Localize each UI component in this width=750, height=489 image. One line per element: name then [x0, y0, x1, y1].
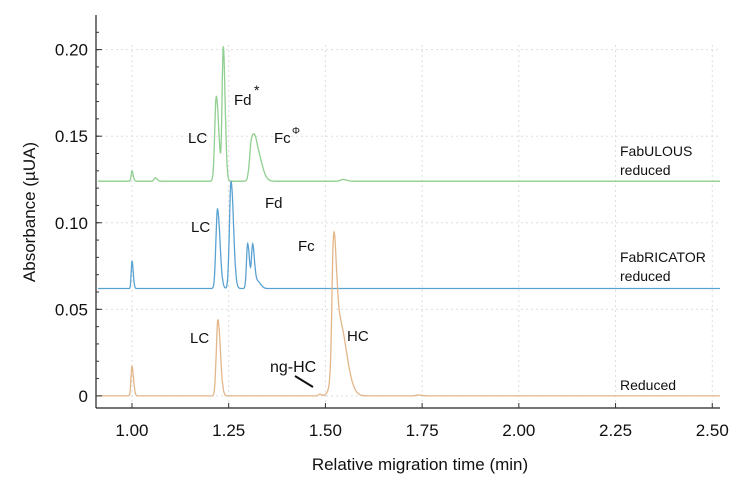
trace-label-fabricator-line1: FabRICATOR [620, 249, 706, 265]
x-tick-label: 2.00 [502, 421, 535, 440]
annotation-fabulous-fc-sup: Φ [292, 126, 300, 137]
y-tick-label: 0.10 [55, 214, 88, 233]
y-tick-label: 0.15 [55, 127, 88, 146]
annotation-fabulous-fc: Fc [274, 130, 291, 147]
x-tick-label: 1.75 [406, 421, 439, 440]
y-tick-label: 0.05 [55, 300, 88, 319]
trace-line-0 [97, 46, 720, 182]
x-tick-label: 1.50 [309, 421, 342, 440]
trace-line-2 [97, 230, 720, 397]
annotation-fabricator-lc: LC [191, 219, 210, 236]
ng-hc-pointer-line [294, 375, 314, 388]
annotation-fabricator-fc: Fc [298, 238, 315, 255]
annotation-fabulous-lc: LC [188, 130, 207, 147]
axes [95, 15, 720, 409]
x-tick-label: 2.25 [599, 421, 632, 440]
traces [97, 46, 720, 397]
annotation-fabricator-fd: Fd [265, 195, 283, 212]
annotation-fabulous-fd-sup: * [254, 82, 260, 98]
trace-label-reduced: Reduced [620, 377, 676, 393]
x-axis-label: Relative migration time (min) [312, 455, 528, 474]
trace-label-fabulous-line2: reduced [620, 162, 671, 178]
annotation-reduced-lc: LC [190, 330, 209, 347]
annotation-reduced-hc: HC [347, 328, 369, 345]
x-tick-label: 2.50 [696, 421, 729, 440]
annotation-fabulous-fd: Fd [234, 92, 252, 109]
y-axis-label: Absorbance (µUA) [20, 142, 39, 282]
annotation-reduced-ng-hc: ng-HC [270, 359, 316, 376]
x-tick-label: 1.00 [115, 421, 148, 440]
ticks: 1.00 1.25 1.50 1.75 2.00 2.25 2.50 0 0.05 0.10 0.1… [55, 31, 729, 440]
x-tick-label: 1.25 [212, 421, 245, 440]
trace-label-fabricator-line2: reduced [620, 268, 671, 284]
trace-line-1 [97, 180, 720, 290]
grid-lines [96, 45, 720, 408]
y-tick-label: 0 [79, 387, 88, 406]
y-tick-label: 0.20 [55, 41, 88, 60]
trace-label-fabulous-line1: FabULOUS [620, 143, 692, 159]
